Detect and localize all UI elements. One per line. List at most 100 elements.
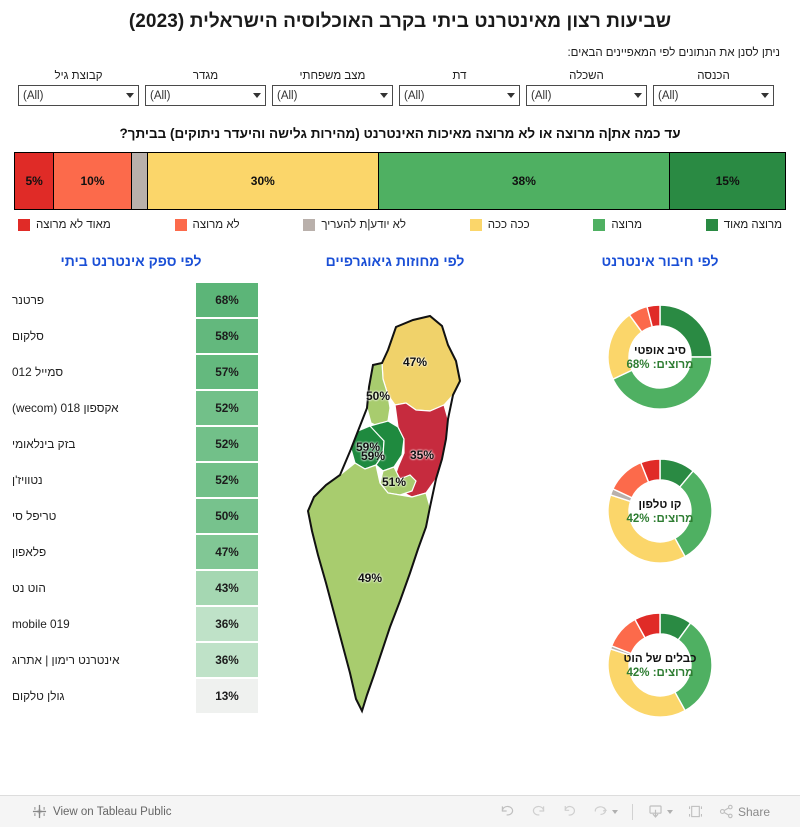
page-title: שביעות רצון מאינטרנט ביתי בקרב האוכלוסיה… — [128, 11, 672, 32]
filter-value-5: (All) — [658, 89, 679, 102]
share-button[interactable]: Share — [718, 803, 770, 820]
share-icon — [719, 804, 733, 819]
tableau-public-label: View on Tableau Public — [53, 805, 172, 818]
legend-item[interactable]: מאוד לא מרוצה — [18, 219, 111, 231]
download-caret-icon — [666, 809, 673, 814]
legend-item[interactable]: לא מרוצה — [174, 219, 240, 231]
legend-item[interactable]: מרוצה — [593, 219, 642, 231]
donut-value: מרוצים: 42% — [626, 667, 694, 679]
donut-slice-5[interactable] — [633, 612, 661, 639]
donut-value: מרוצים: 42% — [626, 513, 694, 525]
filter-value-2: (All) — [277, 89, 298, 102]
isp-row[interactable]: פלאפון 47% — [4, 535, 258, 569]
tableau-public-link[interactable]: View on Tableau Public — [0, 804, 172, 819]
bar-segment[interactable]: 30% — [148, 153, 379, 209]
donut-name: כבלים של הוט — [623, 653, 697, 665]
legend-item[interactable]: לא יודע|ת להעריך — [303, 219, 406, 231]
donut-slice-1[interactable] — [612, 356, 713, 410]
connection-panel-title: לפי חיבור אינטרנט — [601, 253, 719, 269]
legend-label: לא מרוצה — [192, 219, 240, 231]
filter-3: דת (All) — [399, 70, 520, 106]
bar-segment[interactable] — [131, 153, 149, 209]
filter-bar: קבוצת גיל (All) מגדר (All) מצב משפחתי (All) דת… — [0, 59, 800, 106]
isp-row[interactable]: סמייל 012 57% — [4, 355, 258, 389]
isp-name: הוט נט — [12, 581, 46, 595]
isp-value: 52% — [196, 427, 258, 461]
filter-4: השכלה (All) — [526, 70, 647, 106]
legend-item[interactable]: ככה ככה — [469, 219, 530, 231]
filter-value-0: (All) — [23, 89, 44, 102]
legend-item[interactable]: מרוצה מאוד — [705, 219, 782, 231]
map-outline — [306, 314, 462, 714]
legend-swatch — [705, 219, 718, 231]
legend-label: לא יודע|ת להעריך — [321, 219, 406, 231]
isp-name: אקספון 018 (wecom) — [12, 401, 119, 415]
isp-row[interactable]: גולן טלקום 13% — [4, 679, 258, 713]
filter-label-5: הכנסה — [697, 70, 730, 82]
revert-button[interactable] — [561, 803, 578, 820]
chevron-down-icon — [507, 93, 515, 98]
filter-label-4: השכלה — [569, 70, 604, 82]
map-region-4[interactable] — [393, 402, 449, 498]
isp-name: 019 mobile — [12, 617, 70, 631]
donut-center-label: סיב אופטי מרוצים: 68% — [610, 345, 710, 371]
bar-segment[interactable]: 38% — [378, 153, 671, 209]
question-title: עד כמה את|ה מרוצה או לא מרוצה מאיכות האי… — [119, 126, 681, 141]
filter-select-4[interactable]: (All) — [526, 85, 647, 106]
fullscreen-icon — [688, 805, 702, 818]
bar-segment[interactable]: 5% — [15, 153, 55, 209]
isp-name: אינטרנט רימון | אתרוג — [12, 653, 120, 667]
isp-row[interactable]: סלקום 58% — [4, 319, 258, 353]
toolbar-actions: Share — [499, 803, 800, 820]
filter-5: הכנסה (All) — [653, 70, 774, 106]
filter-select-1[interactable]: (All) — [145, 85, 266, 106]
bar-segment[interactable]: 10% — [54, 153, 132, 209]
filter-select-2[interactable]: (All) — [272, 85, 393, 106]
undo-button[interactable] — [499, 803, 516, 820]
chevron-down-icon — [253, 93, 261, 98]
map-svg — [306, 314, 462, 714]
map-label-south: 49% — [357, 571, 383, 585]
map-label-center: 59% — [360, 449, 386, 463]
chevron-down-icon — [761, 93, 769, 98]
isp-name: פרטנר — [12, 293, 45, 307]
map-label-north: 47% — [402, 355, 428, 369]
connection-panel: לפי חיבור אינטרנט סיב אופטי מרוצים: 68% קו… — [520, 253, 800, 733]
isp-row[interactable]: אקספון 018 (wecom) 52% — [4, 391, 258, 425]
panels-row: לפי ספק אינטרנט ביתי פרטנר 68% סלקום 58% סמי… — [0, 253, 800, 733]
filter-select-0[interactable]: (All) — [18, 85, 139, 106]
filter-select-5[interactable]: (All) — [653, 85, 774, 106]
isp-row[interactable]: 019 mobile 36% — [4, 607, 258, 641]
donut-slice-5[interactable] — [646, 304, 661, 328]
filter-instruction: ניתן לסנן את הנתונים לפי המאפיינים הבאים… — [567, 47, 780, 59]
share-label: Share — [737, 804, 770, 819]
donut-slice-2[interactable] — [607, 648, 687, 718]
redo-button[interactable] — [530, 803, 547, 820]
donut-chart[interactable]: כבלים של הוט מרוצים: 42% — [594, 591, 726, 741]
isp-value: 43% — [196, 571, 258, 605]
donut-chart[interactable]: סיב אופטי מרוצים: 68% — [594, 283, 726, 433]
map-label-telaviv: 59% — [355, 440, 381, 454]
donut-slice-5[interactable] — [639, 458, 661, 484]
tableau-logo-icon — [32, 804, 47, 819]
filter-label-2: מצב משפחתי — [299, 70, 366, 82]
donut-chart[interactable]: קו טלפון מרוצים: 42% — [594, 437, 726, 587]
refresh-button[interactable] — [592, 803, 618, 820]
fullscreen-button[interactable] — [687, 803, 704, 820]
bar-segment[interactable]: 15% — [670, 153, 785, 209]
isp-row[interactable]: בזק בינלאומי 52% — [4, 427, 258, 461]
isp-row[interactable]: פרטנר 68% — [4, 283, 258, 317]
legend-swatch — [593, 219, 606, 231]
filter-label-3: דת — [452, 70, 467, 82]
download-button[interactable] — [647, 803, 673, 820]
isp-row[interactable]: נטוויז'ן 52% — [4, 463, 258, 497]
isp-row[interactable]: טריפל סי 50% — [4, 499, 258, 533]
isp-row[interactable]: הוט נט 43% — [4, 571, 258, 605]
isp-row[interactable]: אינטרנט רימון | אתרוג 36% — [4, 643, 258, 677]
donut-slice-2[interactable] — [607, 494, 687, 564]
filter-select-3[interactable]: (All) — [399, 85, 520, 106]
refresh-caret-icon — [611, 809, 618, 814]
isp-value: 50% — [196, 499, 258, 533]
israel-map[interactable]: 47% 50% 59% 59% 35% 51% 49% — [270, 283, 520, 723]
